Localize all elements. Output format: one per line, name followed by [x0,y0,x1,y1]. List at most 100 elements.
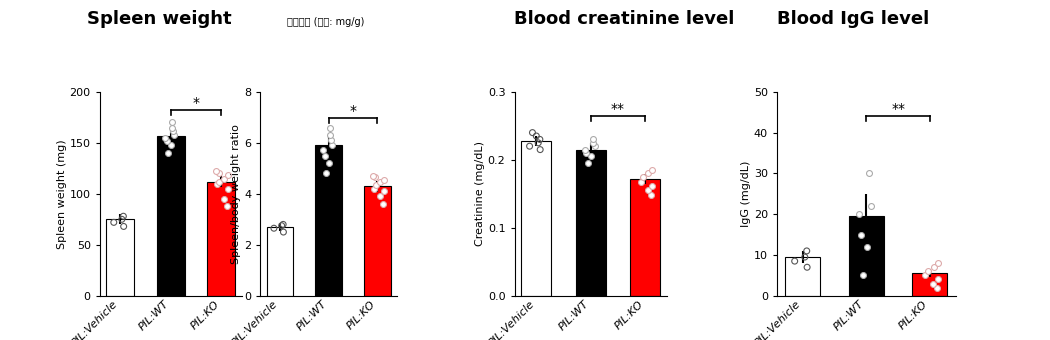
Bar [156,136,185,296]
Bar [522,141,551,296]
Bar [315,145,342,296]
Point [531,137,548,142]
Point [531,147,548,152]
Point [219,173,236,178]
Point [322,132,339,138]
Point [365,186,382,191]
Text: Spleen weight: Spleen weight [87,10,232,28]
Point [919,269,936,274]
Point [644,167,660,173]
Point [316,153,333,158]
Point [584,137,601,142]
Point [372,194,388,199]
Point [786,258,803,264]
Point [925,281,942,286]
Point [799,265,816,270]
Y-axis label: Creatinine (mg/dL): Creatinine (mg/dL) [475,141,485,246]
Point [315,148,332,153]
Point [850,211,867,217]
Point [925,265,942,270]
Point [644,183,660,188]
Point [375,188,392,194]
Point [275,222,292,227]
Point [163,120,180,125]
Bar [207,182,235,296]
Bar [912,273,947,296]
Point [632,179,649,184]
Point [798,248,815,254]
Point [216,176,233,181]
Point [113,217,130,222]
Y-axis label: IgG (mg/dL): IgG (mg/dL) [741,160,751,227]
Bar [848,216,884,296]
Point [159,138,175,143]
Point [166,132,183,137]
Text: *: * [350,104,357,118]
Point [208,169,225,174]
Point [858,244,875,250]
Point [578,150,594,156]
Y-axis label: Spleen weight (mg): Spleen weight (mg) [57,139,67,249]
Bar [267,227,293,296]
Point [318,171,335,176]
Text: *: * [192,96,200,110]
Point [215,196,232,202]
Point [639,188,656,193]
Point [323,142,340,148]
Point [929,277,946,282]
Point [583,154,600,159]
Point [160,150,176,156]
Point [164,128,181,133]
Point [375,201,392,207]
Point [105,220,122,225]
Point [218,203,235,209]
Point [275,229,292,235]
Bar [106,219,134,296]
Point [586,143,603,149]
Point [368,182,384,188]
Text: 체중보정 (단위: mg/g): 체중보정 (단위: mg/g) [287,17,364,27]
Point [521,143,538,149]
Point [524,130,541,135]
Point [266,225,282,231]
Point [372,180,388,185]
Point [375,177,392,183]
Text: Blood IgG level: Blood IgG level [777,10,929,28]
Text: **: ** [891,102,905,116]
Point [643,192,659,198]
Point [114,214,131,219]
Point [320,160,337,166]
Point [917,273,933,278]
Point [366,174,383,180]
Point [364,173,381,179]
Point [796,254,813,260]
Text: **: ** [611,102,625,116]
Point [156,135,173,140]
Point [860,171,877,176]
Point [929,260,946,266]
Point [164,125,181,130]
Point [530,140,547,146]
Point [853,232,869,237]
Point [580,160,596,166]
Bar [785,257,820,296]
Point [576,147,593,152]
Point [116,224,132,229]
Point [929,285,946,290]
Point [863,203,880,209]
Bar [630,179,659,296]
Point [634,174,651,180]
Point [211,179,228,184]
Point [528,133,545,139]
Point [855,273,872,278]
Text: Blood creatinine level: Blood creatinine level [514,10,735,28]
Point [163,142,180,148]
Bar [575,150,606,296]
Point [219,186,236,191]
Y-axis label: Spleen/body weight ratio: Spleen/body weight ratio [231,124,242,264]
Bar [364,186,391,296]
Point [321,125,338,130]
Point [639,171,656,176]
Point [209,181,226,186]
Point [210,171,227,176]
